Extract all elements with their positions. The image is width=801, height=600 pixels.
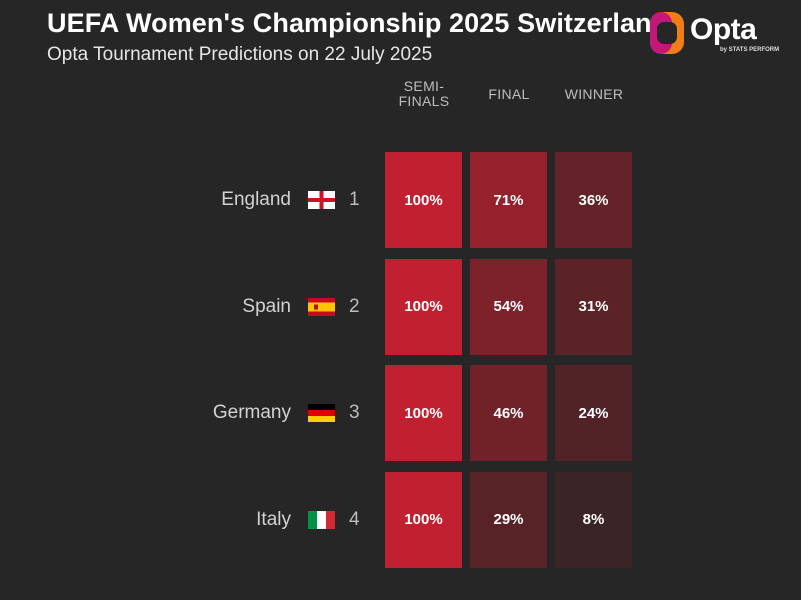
column-header-winner: WINNER — [555, 87, 633, 102]
england-flag-icon — [308, 191, 335, 209]
heatmap-cell: 46% — [470, 365, 547, 461]
opta-logo-icon — [650, 12, 684, 54]
team-name-england: England — [221, 189, 291, 210]
column-header-line: FINALS — [398, 93, 450, 109]
opta-logo: Opta by STATS PERFORM — [648, 10, 780, 58]
cell-value-label: 100% — [404, 191, 443, 209]
heatmap-cell: 29% — [470, 471, 547, 568]
cell-value-label: 46% — [493, 404, 524, 422]
cell-value-label: 8% — [582, 511, 605, 528]
heatmap-cell: 100% — [385, 365, 462, 461]
heatmap-cell: 8% — [555, 471, 632, 568]
cell-value-label: 71% — [493, 191, 524, 209]
team-name-italy: Italy — [256, 508, 291, 530]
column-header-line: WINNER — [564, 86, 624, 102]
heatmap-cell: 71% — [470, 152, 547, 248]
cell-value-label: 31% — [578, 298, 609, 315]
team-name-germany: Germany — [212, 402, 291, 423]
opta-logo-tag: by STATS PERFORM — [720, 47, 780, 53]
cell-value-label: 54% — [493, 298, 524, 315]
column-header-line: FINAL — [488, 86, 530, 102]
spain-flag-icon — [308, 297, 335, 316]
heatmap-cell: 24% — [555, 365, 632, 461]
germany-flag-icon — [308, 404, 335, 422]
team-rank: 2 — [349, 295, 360, 317]
team-rank: 1 — [349, 189, 360, 210]
team-rank: 4 — [349, 508, 360, 530]
chart-title: UEFA Women's Championship 2025 Switzerla… — [47, 8, 669, 38]
opta-logo-word: Opta — [690, 13, 757, 46]
cell-value-label: 24% — [578, 404, 609, 422]
team-rank: 3 — [349, 402, 360, 423]
heatmap-cell: 100% — [385, 471, 462, 568]
heatmap-cell: 36% — [555, 152, 632, 248]
chart-subtitle: Opta Tournament Predictions on 22 July 2… — [47, 44, 433, 65]
team-name-spain: Spain — [242, 295, 291, 317]
cell-value-label: 100% — [404, 404, 443, 422]
column-header-final: FINAL — [470, 87, 548, 102]
column-header-semi-finals: SEMI- FINALS — [385, 79, 463, 109]
cell-value-label: 29% — [493, 511, 524, 528]
heatmap-cell: 100% — [385, 258, 462, 355]
italy-flag-icon — [308, 510, 335, 529]
cell-value-label: 100% — [404, 511, 443, 528]
heatmap-cell: 31% — [555, 258, 632, 355]
cell-value-label: 100% — [404, 298, 443, 315]
heatmap-cell: 100% — [385, 152, 462, 248]
column-header-line: SEMI- — [403, 78, 445, 94]
cell-value-label: 36% — [578, 191, 609, 209]
heatmap-cell: 54% — [470, 258, 547, 355]
